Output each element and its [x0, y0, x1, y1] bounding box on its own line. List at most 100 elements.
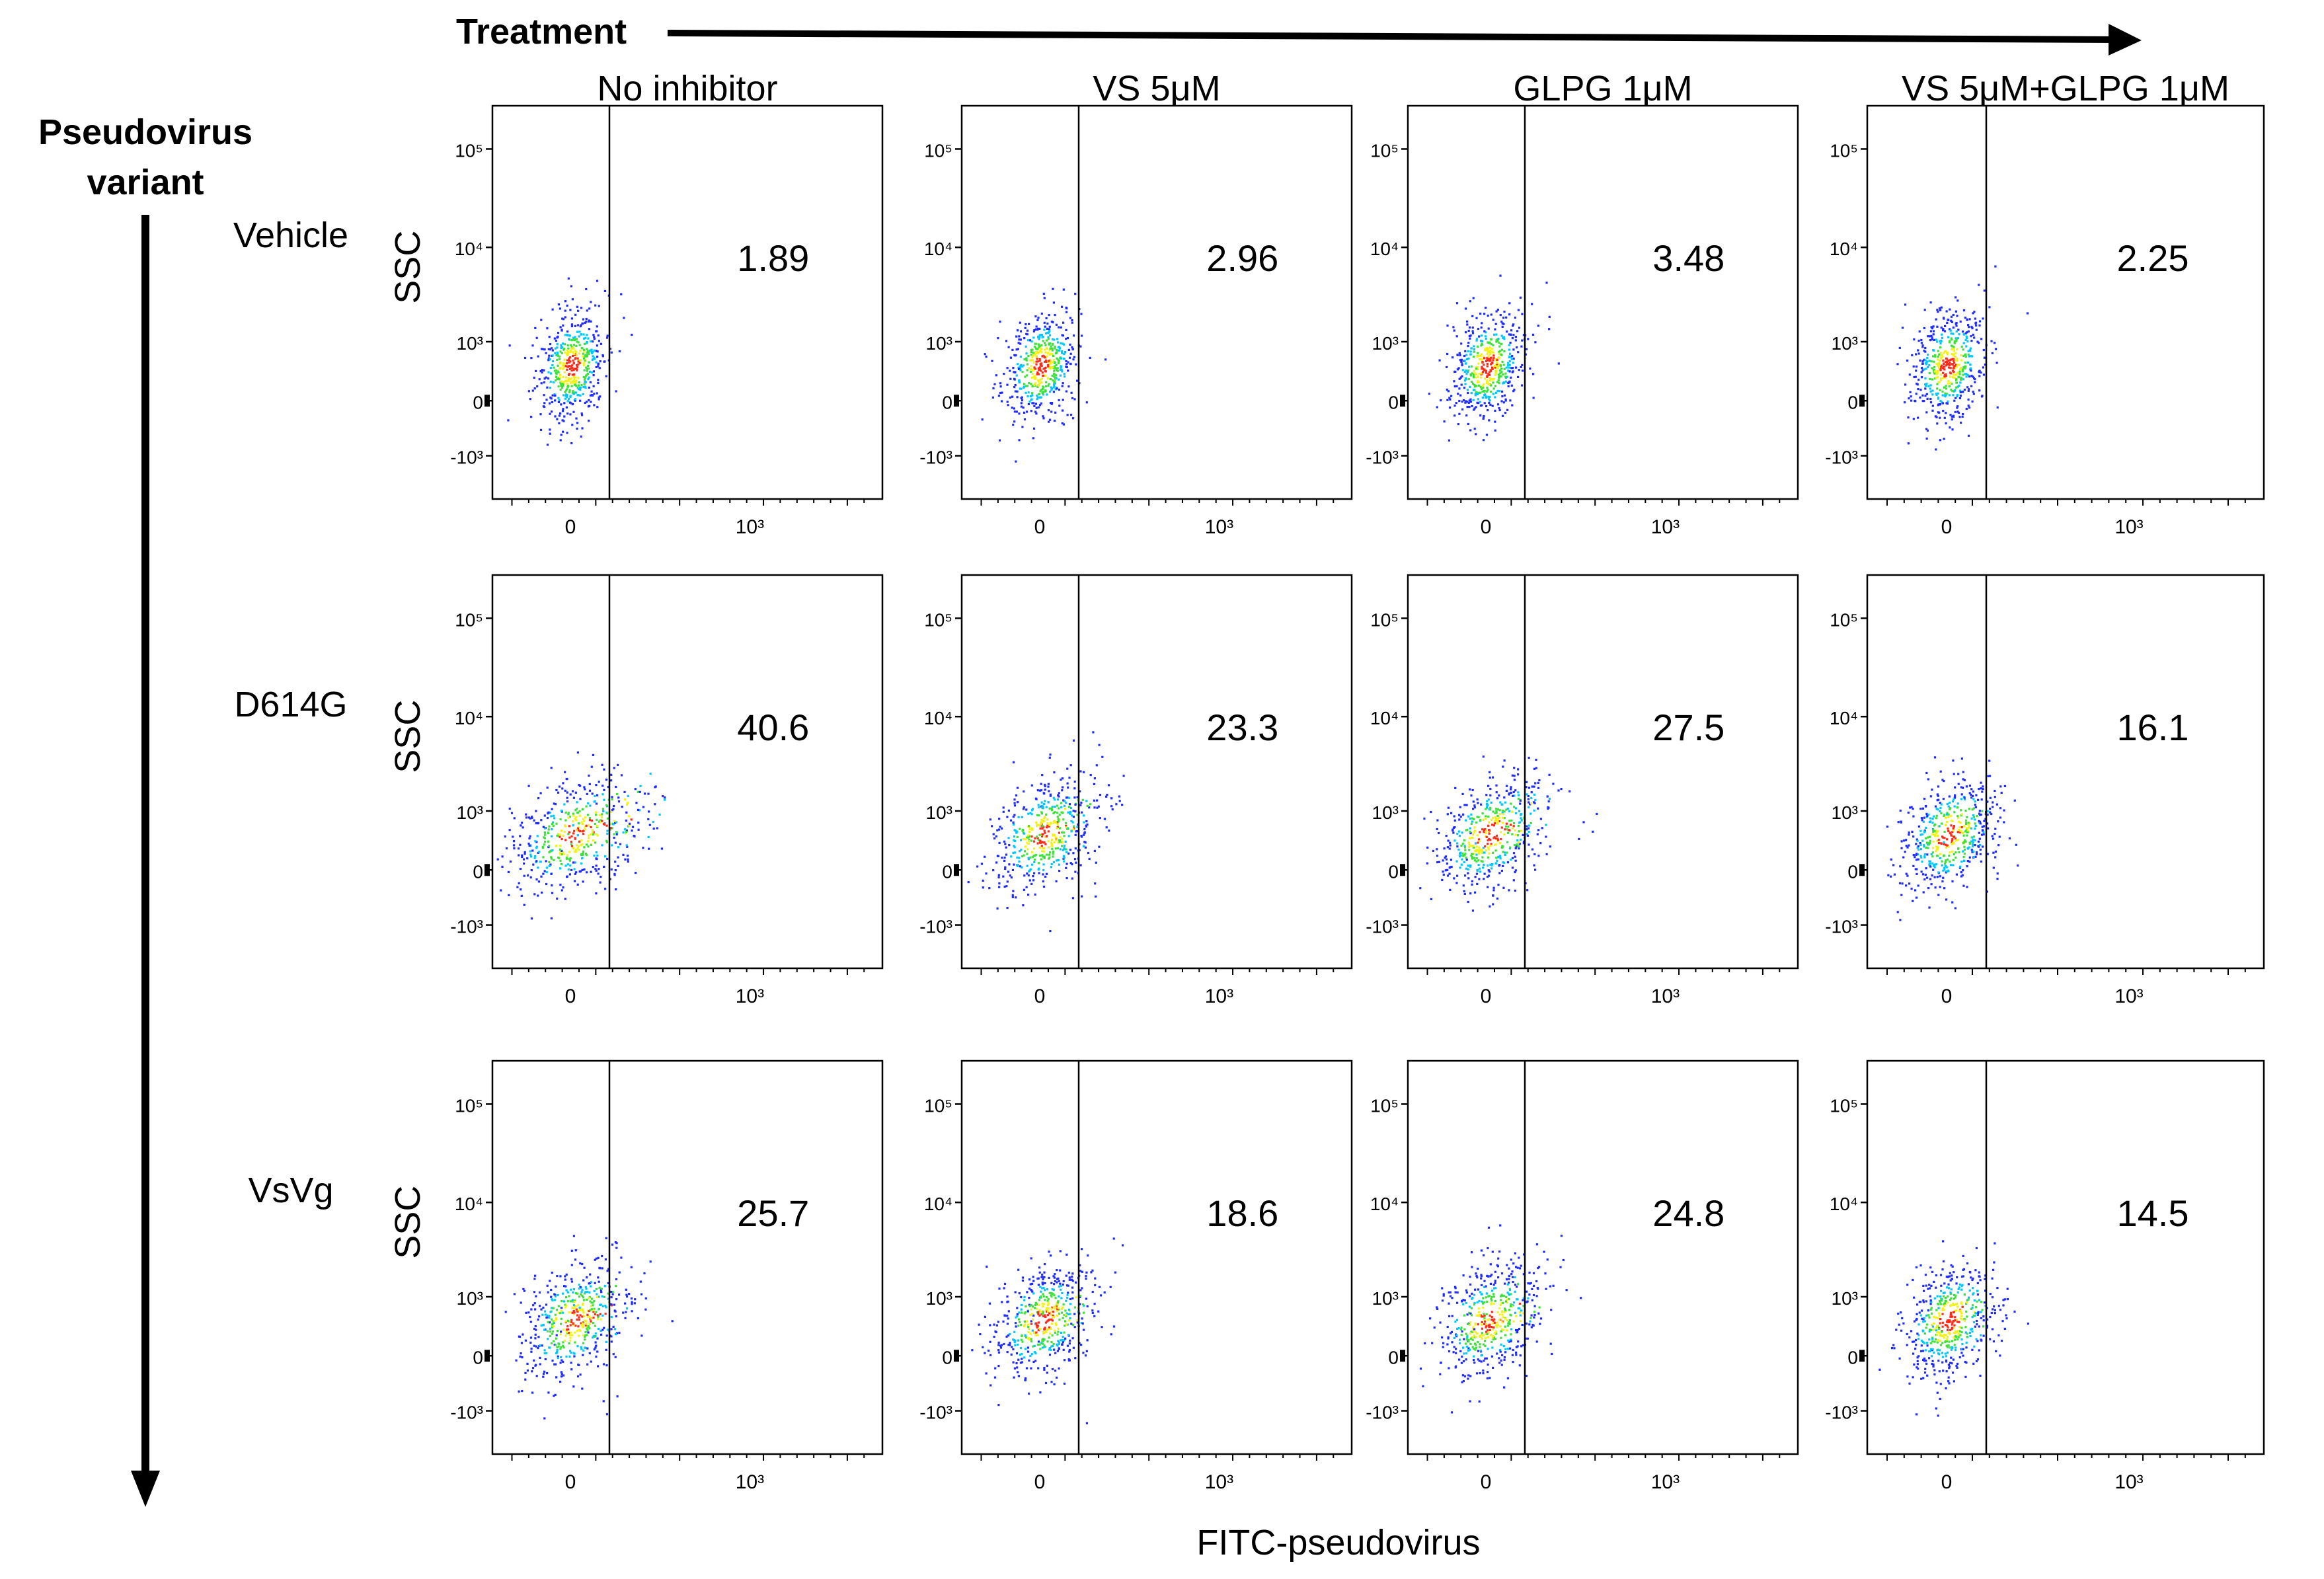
- event-dot: [637, 822, 640, 824]
- event-dot: [1483, 357, 1486, 360]
- event-dot: [1947, 805, 1950, 808]
- event-dot: [575, 417, 578, 420]
- event-dot: [1943, 868, 1946, 871]
- event-dot: [1043, 390, 1046, 393]
- event-dot: [1943, 843, 1945, 845]
- event-dot: [568, 831, 570, 833]
- event-dot: [588, 837, 590, 839]
- event-dot: [1475, 385, 1477, 387]
- event-dot: [605, 1413, 609, 1416]
- event-dot: [1031, 348, 1034, 351]
- event-dot: [1988, 759, 1991, 762]
- event-dot: [1062, 423, 1065, 426]
- event-dot: [1027, 812, 1030, 815]
- event-dot: [550, 856, 553, 859]
- event-dot: [1519, 802, 1522, 805]
- event-dot: [609, 810, 612, 813]
- event-dot: [559, 884, 562, 886]
- event-dot: [561, 1359, 563, 1362]
- event-dot: [1941, 394, 1944, 397]
- event-dot: [610, 351, 613, 354]
- event-dot: [1030, 851, 1034, 853]
- event-dot: [1475, 339, 1478, 342]
- event-dot: [575, 1308, 578, 1311]
- event-dot: [1937, 364, 1939, 367]
- event-dot: [1488, 828, 1491, 831]
- event-dot: [1460, 342, 1463, 345]
- event-dot: [1959, 822, 1962, 824]
- event-dot: [1046, 393, 1048, 396]
- event-dot: [1446, 366, 1448, 369]
- event-dot: [1959, 366, 1962, 369]
- event-dot: [1050, 403, 1053, 405]
- event-dot: [1467, 872, 1469, 874]
- event-dot: [1963, 841, 1966, 843]
- event-dot: [1522, 369, 1524, 372]
- event-dot: [1472, 800, 1475, 803]
- event-dot: [1007, 404, 1009, 406]
- event-dot: [566, 863, 569, 866]
- event-dot: [580, 844, 582, 847]
- event-dot: [595, 833, 598, 835]
- event-dot: [1478, 851, 1481, 853]
- event-dot: [552, 1325, 555, 1328]
- event-dot: [543, 843, 545, 846]
- event-dot: [571, 1306, 574, 1309]
- event-dot: [1466, 370, 1469, 373]
- event-dot: [1472, 808, 1475, 810]
- event-dot: [1958, 384, 1960, 387]
- event-dot: [1467, 329, 1470, 332]
- event-dot: [563, 371, 566, 373]
- event-dot: [1512, 334, 1515, 336]
- event-dot: [639, 785, 642, 787]
- event-dot: [535, 1364, 537, 1366]
- event-dot: [606, 832, 609, 835]
- event-dot: [1978, 284, 1980, 286]
- event-dot: [540, 875, 543, 878]
- event-dot: [1528, 843, 1530, 846]
- event-dot: [1519, 799, 1522, 802]
- event-dot: [572, 1322, 574, 1325]
- event-dot: [1945, 870, 1948, 873]
- event-dot: [1491, 404, 1494, 407]
- event-dot: [596, 1314, 599, 1317]
- event-dot: [512, 835, 514, 838]
- event-dot: [1981, 826, 1984, 828]
- event-dot: [1917, 352, 1920, 355]
- event-dot: [520, 1342, 523, 1344]
- event-dot: [580, 862, 583, 865]
- event-dot: [1489, 808, 1492, 811]
- event-dot: [556, 377, 559, 380]
- event-dot: [601, 808, 604, 810]
- event-dot: [586, 871, 588, 874]
- event-dot: [1047, 840, 1050, 843]
- event-dot: [1967, 353, 1970, 356]
- event-dot: [1526, 781, 1528, 783]
- event-dot: [578, 784, 580, 787]
- event-dot: [576, 844, 578, 847]
- event-dot: [568, 873, 571, 876]
- event-dot: [1041, 841, 1044, 843]
- event-dot: [996, 829, 999, 831]
- event-dot: [1426, 862, 1428, 865]
- event-dot: [991, 360, 993, 362]
- event-dot: [600, 821, 602, 824]
- event-dot: [581, 1289, 584, 1291]
- event-dot: [578, 1288, 580, 1290]
- event-dot: [1943, 366, 1946, 368]
- event-dot: [1440, 399, 1442, 402]
- event-dot: [556, 418, 559, 420]
- event-dot: [1486, 365, 1489, 367]
- event-dot: [1038, 393, 1041, 395]
- event-dot: [1483, 402, 1486, 404]
- event-dot: [1932, 355, 1935, 358]
- event-dot: [1912, 835, 1915, 838]
- event-dot: [1453, 329, 1455, 332]
- event-dot: [1491, 367, 1494, 370]
- event-dot: [1966, 336, 1968, 340]
- event-dot: [1486, 800, 1489, 802]
- event-dot: [1965, 373, 1968, 375]
- event-dot: [1948, 394, 1951, 397]
- event-dot: [1970, 340, 1973, 342]
- event-dot: [574, 381, 577, 384]
